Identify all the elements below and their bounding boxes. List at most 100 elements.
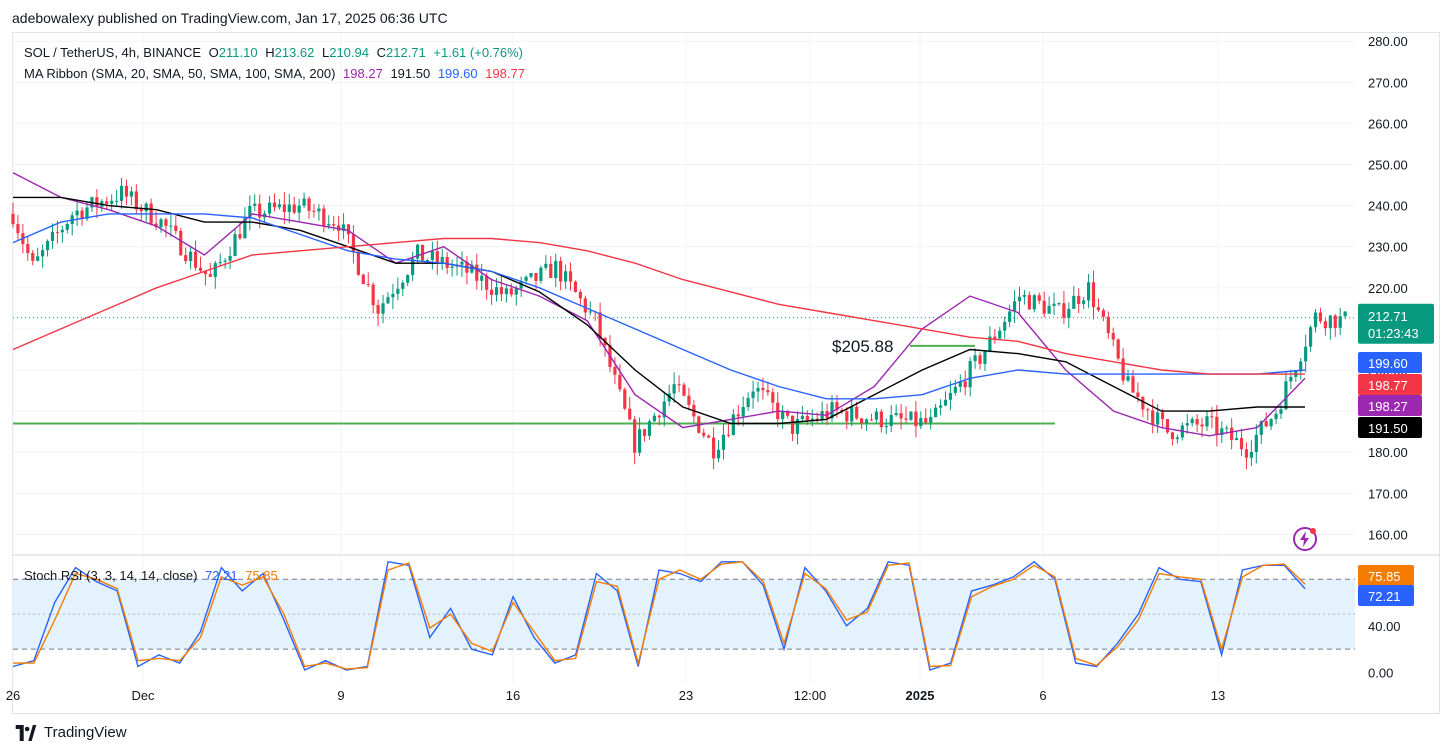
candle-body — [396, 288, 400, 294]
candle-body — [327, 224, 331, 226]
candle-body — [1190, 419, 1194, 424]
rsi-badge — [1358, 585, 1414, 606]
candle-body — [1146, 409, 1150, 411]
symbol-label: SOL / TetherUS, 4h, BINANCE — [24, 45, 202, 60]
candle-body — [1254, 434, 1258, 453]
candle-body — [1111, 333, 1115, 340]
candle-body — [731, 414, 735, 436]
candle-body — [904, 418, 908, 420]
candle-body — [287, 204, 291, 212]
ma200-value: 198.77 — [485, 66, 525, 81]
candle-body — [845, 411, 849, 422]
candle-body — [381, 303, 385, 314]
ma-badge — [1358, 352, 1422, 373]
candle-body — [993, 336, 997, 339]
candle-body — [292, 204, 296, 213]
rsi-k-line — [12, 560, 1306, 671]
candle-body — [1057, 303, 1061, 305]
lightning-icon[interactable] — [1292, 526, 1318, 552]
candle-body — [707, 435, 711, 438]
candle-body — [282, 204, 286, 212]
candle-body — [953, 386, 957, 393]
candle-body — [1047, 305, 1051, 314]
candle-body — [480, 275, 484, 281]
candle-body — [1012, 301, 1017, 312]
candle-body — [504, 288, 508, 295]
candle-body — [830, 402, 834, 419]
candle-body — [815, 418, 819, 420]
candle-body — [1328, 315, 1332, 329]
candle-body — [855, 406, 859, 419]
candle-body — [1151, 410, 1155, 425]
candle-body — [253, 203, 257, 206]
candle-body — [1032, 295, 1036, 310]
candle-body — [386, 297, 390, 304]
time-tick-label: 9 — [337, 688, 344, 703]
candle-body — [95, 197, 99, 207]
candle-body — [302, 198, 306, 206]
candle-body — [213, 263, 217, 277]
candle-body — [642, 429, 647, 436]
candle-body — [124, 185, 129, 197]
candle-body — [1027, 295, 1031, 310]
candle-body — [741, 407, 745, 417]
high-value: 213.62 — [274, 45, 315, 60]
ma-badge — [1358, 395, 1422, 416]
candle-body — [144, 203, 148, 212]
candle-body — [332, 224, 336, 226]
candle-body — [1082, 300, 1086, 304]
candle-body — [805, 415, 809, 421]
candle-body — [716, 449, 721, 459]
candle-body — [623, 389, 627, 409]
candle-body — [899, 413, 903, 419]
candle-body — [1156, 412, 1160, 425]
candle-body — [238, 234, 242, 239]
ma20-value: 198.27 — [343, 66, 383, 81]
candle-body — [524, 276, 528, 281]
candle-body — [879, 411, 883, 428]
candle-body — [929, 417, 933, 423]
open-value: 211.10 — [218, 45, 258, 60]
candle-body — [129, 191, 134, 197]
candle-body — [55, 231, 60, 233]
time-tick-label: 2025 — [906, 688, 935, 703]
rsi-label: Stoch RSI (3, 3, 14, 14, close) — [24, 568, 198, 583]
candle-body — [652, 415, 656, 422]
candle-body — [1136, 392, 1140, 397]
time-tick-label: Dec — [131, 688, 155, 703]
candle-body — [647, 421, 652, 436]
candle-body — [983, 351, 987, 364]
candle-body — [598, 312, 602, 339]
candle-body — [726, 434, 731, 436]
candle-body — [1338, 316, 1342, 328]
candle-body — [119, 185, 124, 201]
candle-body — [267, 202, 272, 214]
candle-body — [297, 205, 301, 213]
candle-body — [1304, 346, 1308, 362]
candle-body — [1299, 361, 1303, 372]
candle-body — [568, 271, 573, 282]
ohlc-legend: SOL / TetherUS, 4h, BINANCE O211.10 H213… — [24, 45, 527, 60]
candle-body — [860, 418, 864, 424]
candle-body — [1313, 312, 1318, 328]
close-label: C — [376, 45, 386, 60]
candle-body — [1220, 428, 1224, 436]
candle-body — [869, 419, 874, 421]
ma-badge-value: 198.27 — [1368, 399, 1408, 414]
candle-body — [973, 355, 977, 362]
candle-body — [317, 208, 321, 212]
candle-body — [376, 305, 380, 314]
candle-body — [934, 407, 938, 418]
candle-body — [539, 267, 543, 281]
candle-body — [208, 274, 212, 277]
candle-body — [105, 201, 109, 204]
price-tick-label: 260.00 — [1368, 116, 1408, 131]
candle-body — [800, 415, 805, 420]
candle-body — [795, 419, 800, 434]
candle-body — [425, 260, 430, 262]
candle-body — [223, 260, 227, 262]
candle-body — [1323, 321, 1327, 329]
candle-body — [1279, 409, 1283, 414]
candle-body — [110, 200, 114, 204]
